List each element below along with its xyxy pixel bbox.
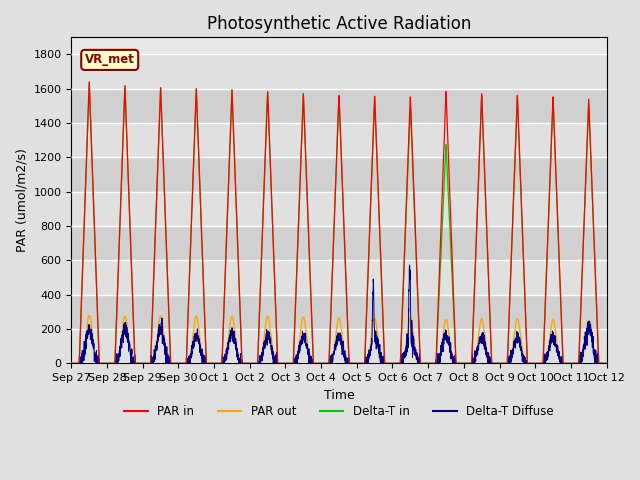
Title: Photosynthetic Active Radiation: Photosynthetic Active Radiation	[207, 15, 471, 33]
Bar	[72, 226, 607, 261]
Y-axis label: PAR (umol/m2/s): PAR (umol/m2/s)	[15, 148, 28, 252]
X-axis label: Time: Time	[324, 389, 355, 402]
Legend: PAR in, PAR out, Delta-T in, Delta-T Diffuse: PAR in, PAR out, Delta-T in, Delta-T Dif…	[119, 400, 559, 423]
Bar	[72, 329, 607, 363]
Bar	[72, 192, 607, 226]
Bar	[72, 157, 607, 192]
Bar	[72, 295, 607, 329]
Bar	[72, 261, 607, 295]
Bar	[72, 55, 607, 89]
Text: VR_met: VR_met	[84, 53, 134, 66]
Bar	[72, 123, 607, 157]
Bar	[72, 89, 607, 123]
